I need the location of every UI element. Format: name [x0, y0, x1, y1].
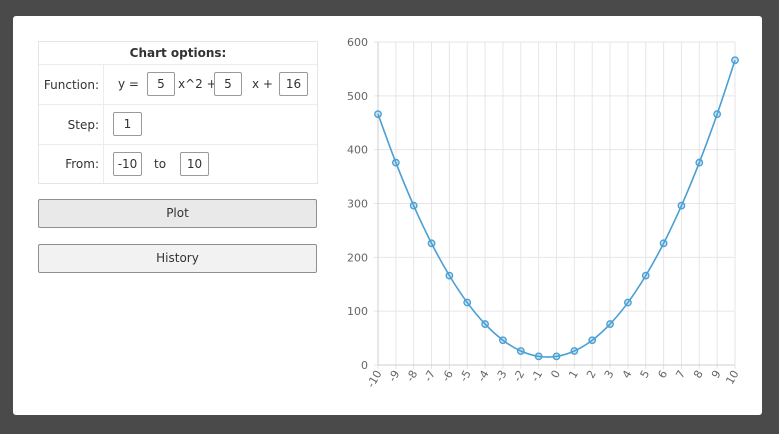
data-point — [552, 352, 561, 361]
data-point — [374, 110, 382, 119]
data-point — [481, 320, 489, 328]
data-point — [409, 201, 418, 210]
data-point — [427, 239, 436, 248]
data-point — [695, 158, 704, 167]
coefficient-b-input[interactable]: 5 — [214, 72, 242, 96]
x-tick-label: 8 — [691, 368, 706, 381]
y-tick-label: 200 — [347, 251, 368, 264]
x-tick-label: 1 — [566, 368, 581, 381]
y-equals-text: y = — [118, 77, 139, 91]
data-point — [677, 201, 686, 210]
y-tick-label: 0 — [361, 359, 368, 372]
x-tick-label: -3 — [493, 368, 510, 384]
data-point — [570, 347, 579, 355]
x-tick-label: -1 — [529, 368, 546, 384]
from-label: From: — [39, 145, 104, 183]
chart-options-panel: Chart options: Function: y = 5 x^2 + 5 x… — [38, 41, 318, 184]
x-tick-label: -4 — [475, 368, 492, 384]
y-tick-label: 400 — [347, 144, 368, 157]
function-row: Function: y = 5 x^2 + 5 x + 16 — [39, 65, 317, 105]
main-card: Chart options: Function: y = 5 x^2 + 5 x… — [13, 16, 762, 415]
step-row: Step: 1 — [39, 105, 317, 145]
step-label: Step: — [39, 105, 104, 144]
x-tick-label: 2 — [584, 368, 599, 381]
data-point — [659, 239, 668, 248]
y-tick-label: 500 — [347, 90, 368, 103]
data-point — [641, 271, 650, 280]
plot-button[interactable]: Plot — [38, 199, 317, 228]
data-point — [534, 352, 543, 361]
chart-options-title: Chart options: — [39, 42, 317, 65]
data-point — [391, 158, 400, 167]
x-tick-label: -9 — [386, 368, 403, 384]
data-point — [588, 336, 597, 345]
to-label: to — [154, 157, 167, 171]
y-tick-label: 600 — [347, 36, 368, 49]
data-point — [463, 298, 472, 307]
function-label: Function: — [39, 65, 104, 104]
x-plus-text: x + — [252, 77, 273, 91]
x-tick-label: 6 — [655, 368, 670, 381]
y-tick-label: 300 — [347, 198, 368, 211]
x-tick-label: -6 — [439, 368, 456, 384]
series-line — [377, 60, 736, 358]
x-tick-label: 9 — [709, 368, 724, 381]
from-input[interactable]: -10 — [113, 152, 142, 176]
data-point — [499, 336, 507, 345]
data-point — [624, 298, 632, 307]
coefficient-a-input[interactable]: 5 — [147, 72, 175, 96]
x-tick-label: -5 — [457, 368, 474, 384]
data-point — [516, 347, 525, 355]
x-tick-label: 3 — [602, 368, 617, 381]
data-point — [445, 271, 454, 280]
coefficient-c-input[interactable]: 16 — [279, 72, 308, 96]
x-tick-label: -2 — [511, 368, 528, 384]
x-tick-label: -7 — [421, 368, 438, 384]
x-tick-label: 10 — [723, 368, 741, 387]
y-tick-label: 100 — [347, 305, 368, 318]
to-input[interactable]: 10 — [180, 152, 209, 176]
history-button[interactable]: History — [38, 244, 317, 273]
x2-plus-text: x^2 + — [178, 77, 217, 91]
range-row: From: -10 to 10 — [39, 145, 317, 183]
x-tick-label: -8 — [404, 368, 421, 384]
x-tick-label: 4 — [620, 368, 635, 381]
data-point — [731, 56, 739, 65]
data-point — [606, 320, 614, 328]
x-tick-label: 5 — [638, 368, 653, 381]
step-input[interactable]: 1 — [113, 112, 142, 136]
x-tick-label: 0 — [548, 368, 563, 381]
x-tick-label: 7 — [673, 368, 688, 381]
data-point — [713, 110, 722, 119]
